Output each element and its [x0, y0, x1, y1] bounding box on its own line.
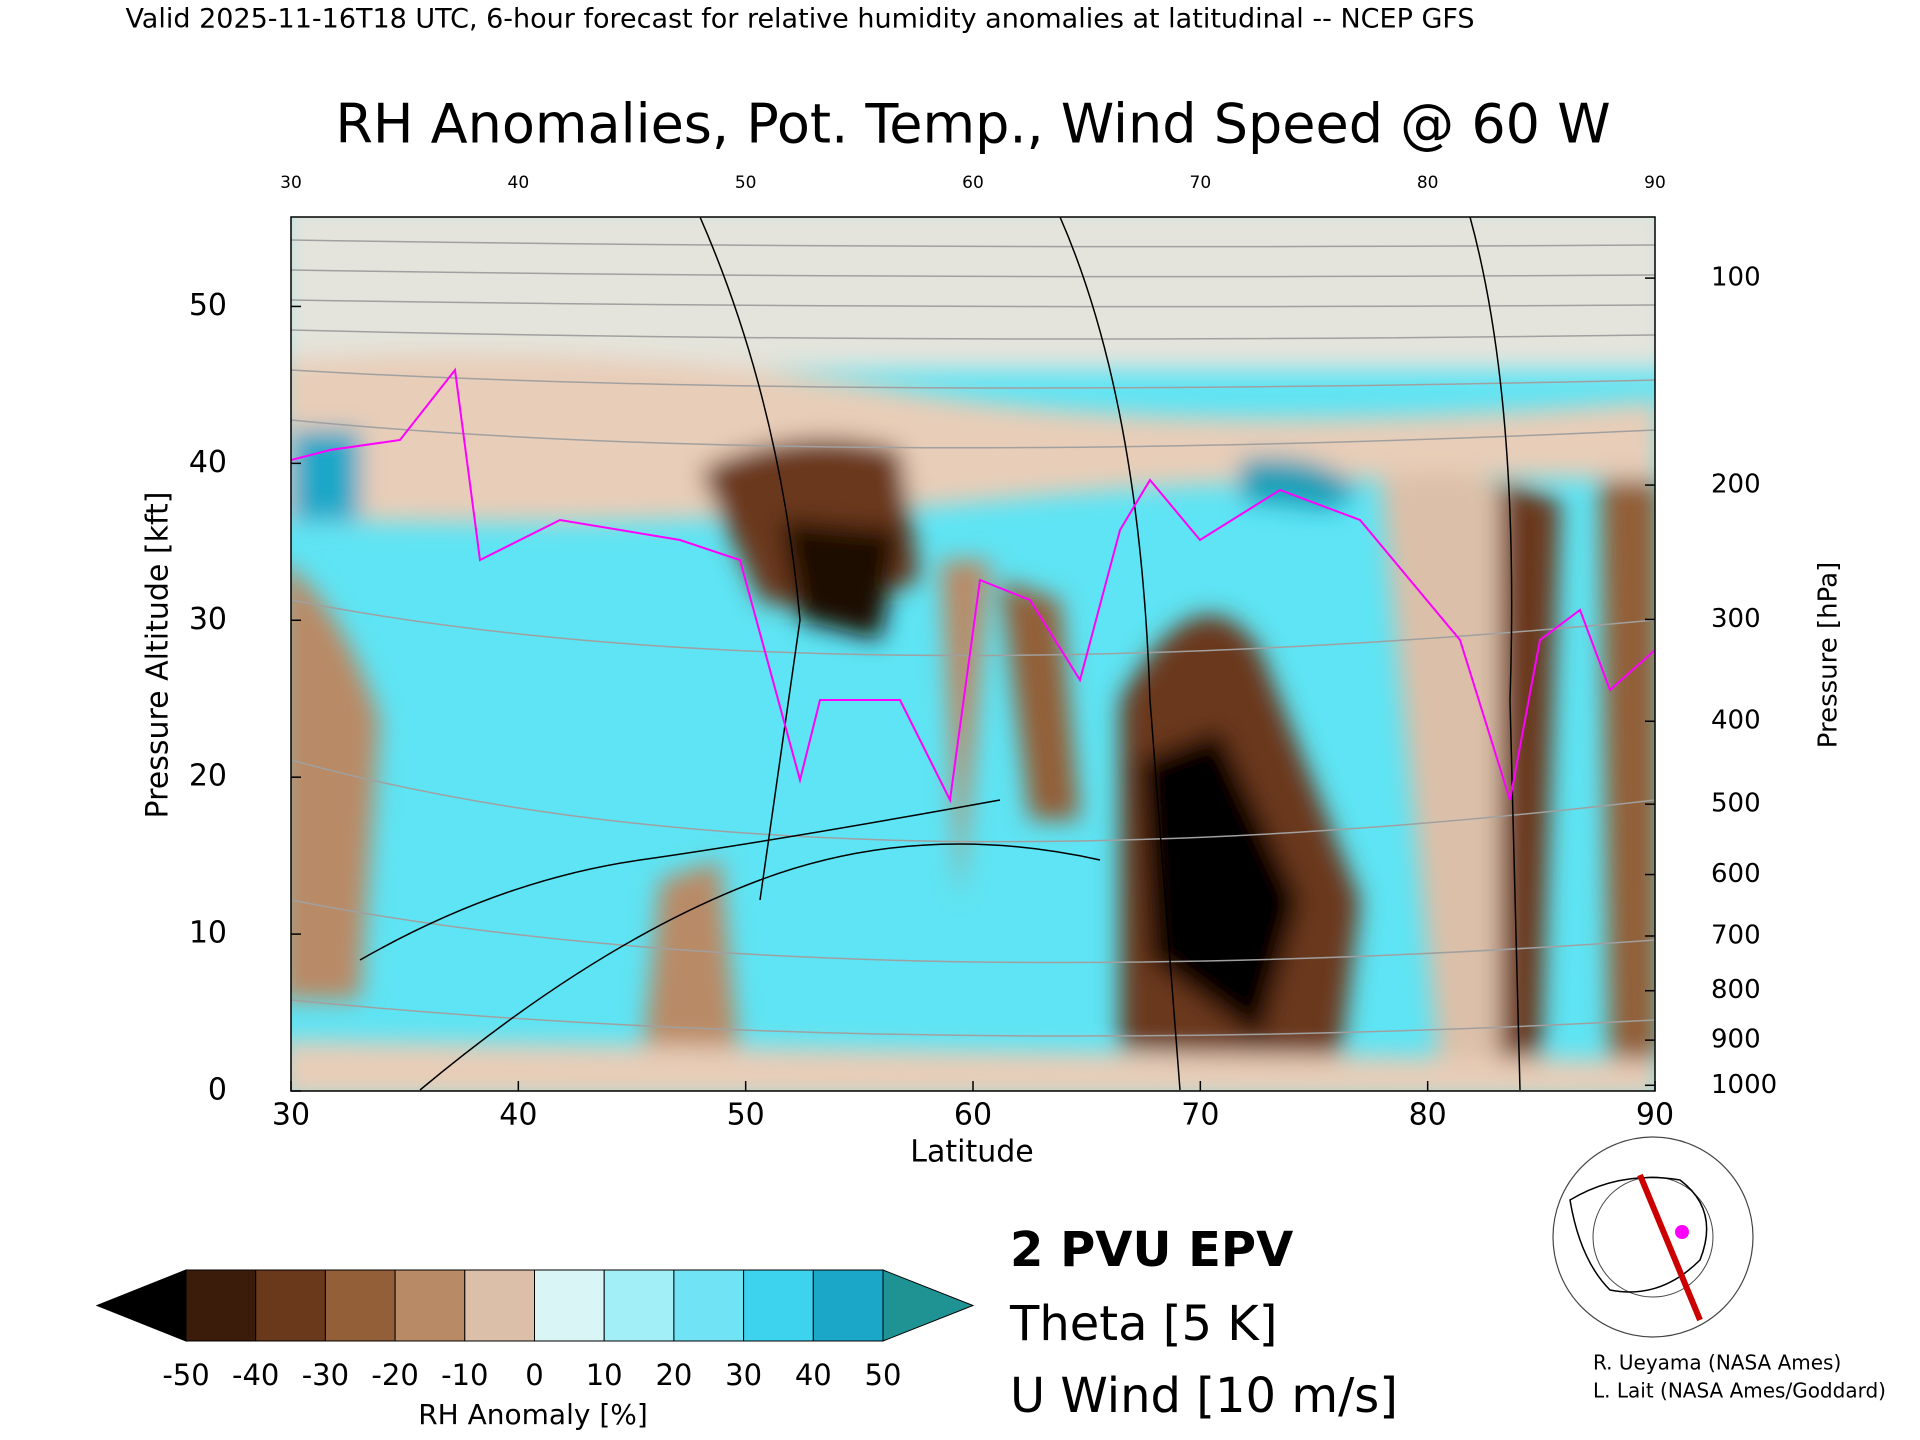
inset-map [1552, 1136, 1754, 1338]
x2-tick-label: 70 [1190, 173, 1212, 193]
y-tick-label: 50 [189, 288, 227, 323]
colorbar-segment [812, 1269, 884, 1342]
colorbar-segment [464, 1269, 535, 1342]
credit: L. Lait (NASA Ames/Goddard) [1593, 1379, 1886, 1403]
x-tick-label: 80 [1409, 1098, 1447, 1133]
colorbar-segment [394, 1269, 466, 1342]
colorbar-segment [534, 1269, 605, 1342]
x-tick-label: 40 [499, 1098, 537, 1133]
x2-tick-label: 80 [1417, 173, 1439, 193]
x2-tick-label: 40 [508, 173, 530, 193]
x-tick-label: 30 [272, 1098, 310, 1133]
colorbar-segment [185, 1269, 257, 1342]
colorbar-under [95, 1269, 187, 1342]
colorbar-segment [324, 1269, 396, 1342]
rh-field [291, 217, 1655, 1091]
x2-tick-label: 50 [735, 173, 757, 193]
y-tick-label: 10 [189, 916, 227, 951]
colorbar-tick-label: -40 [232, 1358, 279, 1392]
y2-tick-label: 100 [1711, 263, 1761, 293]
credit: R. Ueyama (NASA Ames) [1593, 1351, 1841, 1375]
y-tick-label: 30 [189, 602, 227, 637]
colorbar-tick-label: -50 [162, 1358, 209, 1392]
colorbar-tick-label: 0 [525, 1358, 543, 1392]
colorbar-tick-label: 30 [725, 1358, 762, 1392]
colorbar-tick-label: -10 [441, 1358, 488, 1392]
colorbar-tick-label: 10 [586, 1358, 623, 1392]
x-axis-label: Latitude [910, 1135, 1033, 1170]
colorbar-segment [743, 1269, 814, 1342]
y2-axis-label: Pressure [hPa] [1814, 562, 1844, 749]
y2-tick-label: 500 [1711, 789, 1761, 819]
x-tick-label: 60 [954, 1098, 992, 1133]
y2-tick-label: 800 [1711, 975, 1761, 1005]
colorbar-over [882, 1269, 975, 1342]
colorbar-tick-label: 20 [655, 1358, 692, 1392]
colorbar-segment [255, 1269, 326, 1342]
x2-tick-label: 60 [962, 173, 984, 193]
y2-tick-label: 400 [1711, 706, 1761, 736]
colorbar-segment [673, 1269, 745, 1342]
y2-tick-label: 300 [1711, 604, 1761, 634]
colorbar-segment [603, 1269, 675, 1342]
y2-tick-label: 700 [1711, 920, 1761, 950]
y2-tick-label: 200 [1711, 470, 1761, 500]
y-tick-label: 20 [189, 759, 227, 794]
y-tick-label: 40 [189, 445, 227, 480]
x2-tick-label: 30 [280, 173, 302, 193]
x-tick-label: 90 [1636, 1098, 1674, 1133]
colorbar-tick-label: -30 [302, 1358, 349, 1392]
colorbar-tick-label: 40 [795, 1358, 832, 1392]
y2-tick-label: 600 [1711, 859, 1761, 889]
x-tick-label: 70 [1181, 1098, 1219, 1133]
y-tick-label: 0 [208, 1073, 227, 1108]
header: Valid 2025-11-16T18 UTC, 6-hour forecast… [125, 4, 1474, 35]
y2-tick-label: 1000 [1711, 1070, 1777, 1100]
y2-tick-label: 900 [1711, 1025, 1761, 1055]
x2-tick-label: 90 [1644, 173, 1666, 193]
y-axis-label: Pressure Altitude [kft] [141, 492, 176, 819]
colorbar-label: RH Anomaly [%] [418, 1398, 648, 1431]
legend-entry: 2 PVU EPV [1010, 1222, 1293, 1278]
x-tick-label: 50 [727, 1098, 765, 1133]
colorbar-tick-label: -20 [371, 1358, 418, 1392]
legend-entry: Theta [5 K] [1009, 1296, 1278, 1352]
colorbar-tick-label: 50 [865, 1358, 902, 1392]
chart-title: RH Anomalies, Pot. Temp., Wind Speed @ 6… [335, 93, 1610, 156]
legend-entry: U Wind [10 m/s] [1010, 1368, 1398, 1424]
